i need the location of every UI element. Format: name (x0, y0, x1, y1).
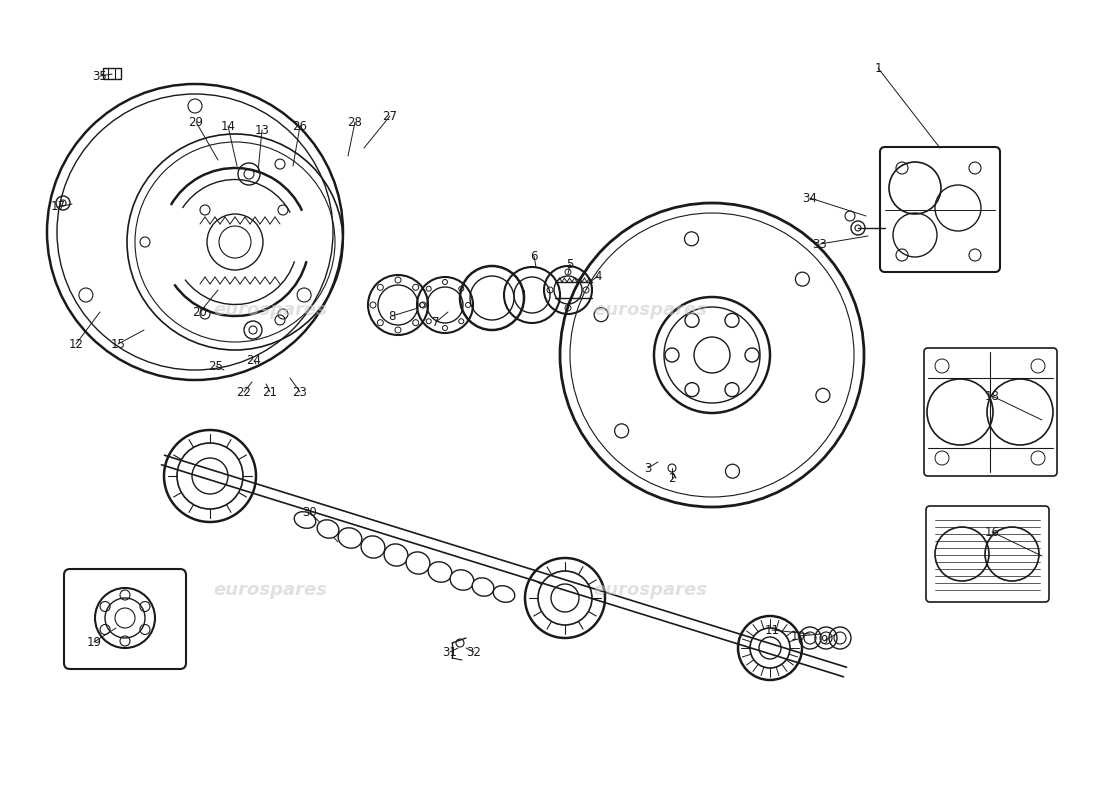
Text: 11: 11 (764, 623, 780, 637)
Text: 12: 12 (68, 338, 84, 350)
Ellipse shape (472, 578, 494, 596)
Bar (103, 68, 121, 79)
Text: 20: 20 (192, 306, 208, 318)
Text: 8: 8 (388, 310, 396, 322)
Text: 7: 7 (432, 315, 440, 329)
Text: 27: 27 (383, 110, 397, 122)
Text: 26: 26 (293, 119, 308, 133)
Text: 28: 28 (348, 115, 362, 129)
Text: 6: 6 (530, 250, 538, 262)
Text: eurospares: eurospares (213, 581, 327, 599)
FancyBboxPatch shape (924, 348, 1057, 476)
Text: 4: 4 (594, 270, 602, 282)
Text: 22: 22 (236, 386, 252, 398)
Text: 33: 33 (813, 238, 827, 250)
Text: 24: 24 (246, 354, 262, 366)
Text: 19: 19 (87, 635, 101, 649)
Ellipse shape (294, 512, 316, 528)
Text: 9: 9 (821, 634, 827, 647)
Text: 13: 13 (254, 123, 270, 137)
Text: 29: 29 (188, 115, 204, 129)
Text: 1: 1 (874, 62, 882, 74)
Text: 35: 35 (92, 70, 108, 82)
Ellipse shape (317, 520, 339, 538)
Text: 5: 5 (566, 258, 574, 270)
Text: 14: 14 (220, 119, 235, 133)
Text: eurospares: eurospares (593, 301, 707, 319)
Text: eurospares: eurospares (213, 301, 327, 319)
Text: 34: 34 (803, 191, 817, 205)
Ellipse shape (493, 586, 515, 602)
Text: 21: 21 (263, 386, 277, 398)
Text: eurospares: eurospares (593, 581, 707, 599)
Text: 23: 23 (293, 386, 307, 398)
Text: 18: 18 (984, 390, 1000, 402)
Text: 32: 32 (466, 646, 482, 658)
Text: 17: 17 (51, 201, 66, 214)
Ellipse shape (384, 544, 408, 566)
FancyBboxPatch shape (64, 569, 186, 669)
Text: 16: 16 (984, 526, 1000, 538)
Ellipse shape (428, 562, 452, 582)
Text: 25: 25 (209, 359, 223, 373)
Ellipse shape (450, 570, 474, 590)
Text: 31: 31 (442, 646, 458, 658)
Text: 3: 3 (645, 462, 651, 474)
Text: 15: 15 (111, 338, 125, 350)
Ellipse shape (361, 536, 385, 558)
Text: 2: 2 (669, 471, 675, 485)
FancyBboxPatch shape (926, 506, 1049, 602)
Ellipse shape (338, 528, 362, 548)
Text: 30: 30 (302, 506, 318, 518)
Text: 10: 10 (791, 630, 805, 642)
Ellipse shape (406, 552, 430, 574)
FancyBboxPatch shape (880, 147, 1000, 272)
